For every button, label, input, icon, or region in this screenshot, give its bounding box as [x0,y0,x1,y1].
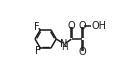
Text: N: N [60,39,68,49]
Text: F: F [34,22,40,32]
Text: H: H [61,43,67,52]
Text: F: F [35,47,40,56]
Text: O: O [68,21,75,31]
Text: O: O [79,21,86,31]
Text: O: O [79,47,86,57]
Text: OH: OH [91,21,106,31]
